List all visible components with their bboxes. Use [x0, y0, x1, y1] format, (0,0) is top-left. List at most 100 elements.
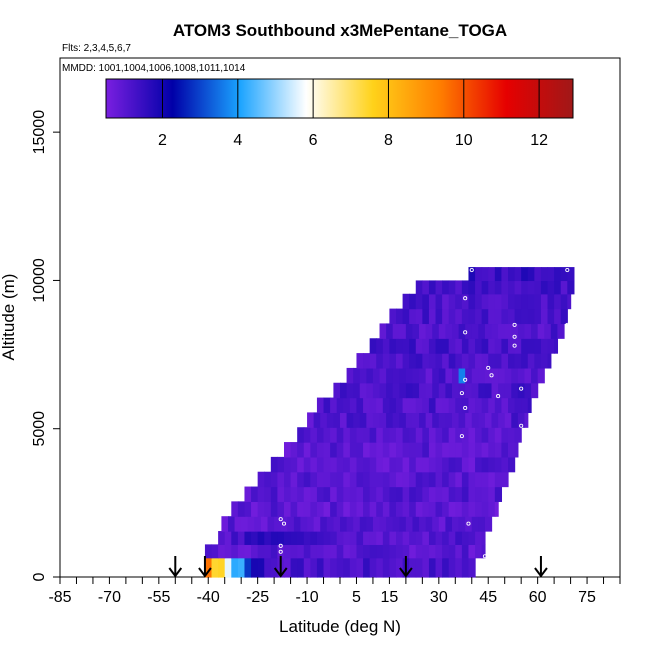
- heatmap-cell: [448, 442, 456, 458]
- heatmap-cell: [504, 323, 512, 339]
- heatmap-cell: [303, 486, 311, 502]
- heatmap-cell: [415, 471, 423, 488]
- heatmap-cell: [349, 456, 358, 473]
- heatmap-cell: [422, 293, 430, 310]
- heatmap-cell: [264, 471, 272, 488]
- heatmap-cell: [478, 367, 486, 384]
- heatmap-cell: [376, 471, 384, 488]
- heatmap-cell: [297, 557, 305, 578]
- heatmap-cell: [494, 501, 499, 517]
- heatmap-cell: [343, 427, 351, 443]
- heatmap-cell: [448, 531, 456, 545]
- heatmap-cell: [303, 501, 311, 517]
- heatmap-cell: [310, 531, 318, 545]
- heatmap-cell: [484, 367, 493, 384]
- heatmap-cell: [330, 486, 338, 502]
- heatmap-cell: [293, 516, 302, 532]
- heatmap-cell: [461, 353, 470, 369]
- heatmap-cell: [521, 397, 529, 414]
- heatmap-cell: [501, 293, 509, 310]
- heatmap-cell: [340, 412, 348, 428]
- sample-point: [463, 405, 468, 411]
- sample-point: [565, 267, 570, 273]
- heatmap-cell: [396, 531, 404, 545]
- heatmap-cell: [428, 338, 437, 354]
- heatmap-cell: [316, 557, 325, 578]
- heatmap-cell: [270, 557, 279, 578]
- heatmap-cell: [349, 397, 358, 414]
- heatmap-cell: [409, 544, 417, 559]
- heatmap-cell: [399, 382, 407, 399]
- heatmap-cell: [494, 427, 503, 443]
- heatmap-cell: [336, 544, 344, 559]
- heatmap-cell: [376, 338, 384, 354]
- heatmap-cell: [336, 397, 344, 414]
- heatmap-cell: [343, 456, 351, 473]
- heatmap-cell: [409, 456, 417, 473]
- heatmap-cell: [452, 323, 460, 339]
- heatmap-cell: [333, 412, 341, 428]
- heatmap-cell: [270, 531, 279, 545]
- heatmap-cell: [428, 308, 437, 325]
- heatmap-cell: [396, 544, 404, 559]
- heatmap-cell: [468, 544, 476, 559]
- sample-point: [466, 521, 471, 526]
- heatmap-cell: [461, 471, 470, 488]
- heatmap-cell: [422, 397, 430, 414]
- colorbar: 2 4 6 8 10 12: [105, 78, 574, 149]
- heatmap-cell: [455, 427, 463, 443]
- heatmap-cell: [369, 456, 377, 473]
- sample-point: [482, 554, 487, 559]
- heatmap-cell: [514, 267, 522, 282]
- latitude-arrowhead: [198, 567, 212, 578]
- heatmap-cell: [307, 412, 315, 428]
- heatmap-cell: [405, 516, 414, 532]
- heatmap-cell: [517, 412, 526, 428]
- heatmap-cell: [475, 442, 483, 458]
- heatmap-cell: [415, 353, 423, 369]
- heatmap-cell: [316, 456, 325, 473]
- latitude-arrows: [168, 556, 548, 578]
- heatmap-cell: [498, 367, 506, 384]
- heatmap-cell: [363, 471, 371, 488]
- heatmap-cell: [455, 353, 463, 369]
- heatmap-cell: [547, 353, 552, 369]
- heatmap-cell: [310, 544, 318, 559]
- heatmap-cell: [475, 486, 483, 502]
- heatmap-cell: [448, 501, 456, 517]
- heatmap-cell: [353, 367, 361, 384]
- heatmap-cell: [382, 544, 391, 559]
- heatmap-cell: [244, 531, 252, 545]
- heatmap-cell: [517, 367, 526, 384]
- heatmap-cell: [488, 442, 496, 458]
- heatmap-cell: [366, 516, 374, 532]
- heatmap-cell: [343, 544, 351, 559]
- heatmap-cell: [270, 471, 279, 488]
- heatmap-cell: [336, 471, 344, 488]
- heatmap-cell: [257, 531, 265, 545]
- heatmap-cell: [359, 367, 367, 384]
- heatmap-cell: [376, 501, 384, 517]
- heatmap-cell: [435, 471, 443, 488]
- heatmap-cell: [409, 442, 417, 458]
- heatmap-cell: [455, 308, 463, 325]
- heatmap-cell: [356, 442, 364, 458]
- heatmap-cell: [425, 367, 433, 384]
- heatmap-cell: [409, 397, 417, 414]
- heatmap-cell: [501, 397, 509, 414]
- heatmap-cell: [218, 557, 226, 578]
- heatmap-cell: [471, 323, 479, 339]
- heatmap-cell: [428, 471, 437, 488]
- heatmap-cell: [402, 293, 410, 310]
- heatmap-cell: [508, 267, 516, 282]
- heatmap-cell: [257, 501, 265, 517]
- heatmap-cell: [511, 323, 519, 339]
- heatmap-cell: [468, 427, 476, 443]
- heatmap-cell: [484, 382, 493, 399]
- heatmap-cell: [409, 293, 417, 310]
- heatmap-cell: [284, 486, 292, 502]
- heatmap-cell: [396, 486, 404, 502]
- heatmap-cell: [257, 471, 265, 488]
- heatmap-cell: [435, 353, 443, 369]
- sample-point: [496, 394, 501, 399]
